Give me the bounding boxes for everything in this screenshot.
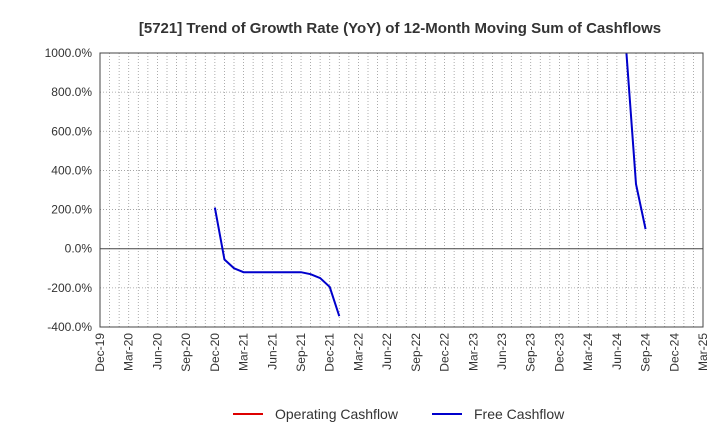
x-tick-label: Jun-21 <box>265 333 279 370</box>
x-tick-label: Mar-24 <box>581 333 595 371</box>
x-tick-label: Dec-20 <box>208 333 222 372</box>
x-tick-label: Jun-23 <box>495 333 509 370</box>
series-lines <box>213 52 647 317</box>
x-tick-label: Dec-24 <box>667 333 681 372</box>
x-tick-label: Mar-25 <box>696 333 710 371</box>
y-tick-label: 800.0% <box>51 85 92 99</box>
x-tick-label: Mar-22 <box>351 333 365 371</box>
series-line-2 <box>213 207 341 317</box>
x-tick-label: Sep-23 <box>524 333 538 372</box>
x-tick-label: Jun-20 <box>150 333 164 370</box>
y-tick-label: 0.0% <box>65 242 93 256</box>
grid <box>100 53 703 327</box>
y-axis-ticks: -400.0% -200.0% 0.0% 200.0% 400.0% 600.0% 800.… <box>45 46 93 334</box>
x-tick-label: Mar-21 <box>237 333 251 371</box>
y-tick-label: 200.0% <box>51 203 92 217</box>
x-tick-label: Sep-20 <box>179 333 193 372</box>
y-tick-label: 1000.0% <box>45 46 93 60</box>
x-tick-label: Jun-22 <box>380 333 394 370</box>
x-tick-label: Dec-19 <box>93 333 107 372</box>
y-tick-label: -200.0% <box>47 281 92 295</box>
plot-frame <box>99 52 704 328</box>
x-tick-label: Sep-21 <box>294 333 308 372</box>
y-tick-label: 600.0% <box>51 124 92 138</box>
x-tick-label: Sep-22 <box>409 333 423 372</box>
x-tick-label: Dec-21 <box>323 333 337 372</box>
y-tick-label: 400.0% <box>51 163 92 177</box>
x-axis-ticks: Dec-19 Mar-20 Jun-20 Sep-20 Dec-20 Mar-21 Jun-… <box>93 333 710 372</box>
x-tick-label: Dec-23 <box>552 333 566 372</box>
x-tick-label: Dec-22 <box>438 333 452 372</box>
legend-label-1: Operating Cashflow <box>275 406 399 422</box>
y-tick-label: -400.0% <box>47 320 92 334</box>
legend-label-2: Free Cashflow <box>474 406 565 422</box>
chart-title: [5721] Trend of Growth Rate (YoY) of 12-… <box>139 20 661 37</box>
x-tick-label: Mar-20 <box>122 333 136 371</box>
x-tick-label: Mar-23 <box>466 333 480 371</box>
legend: Operating Cashflow Free Cashflow <box>233 406 565 422</box>
series-line-2 <box>625 52 647 230</box>
x-tick-label: Jun-24 <box>610 333 624 370</box>
x-tick-label: Sep-24 <box>639 333 653 372</box>
